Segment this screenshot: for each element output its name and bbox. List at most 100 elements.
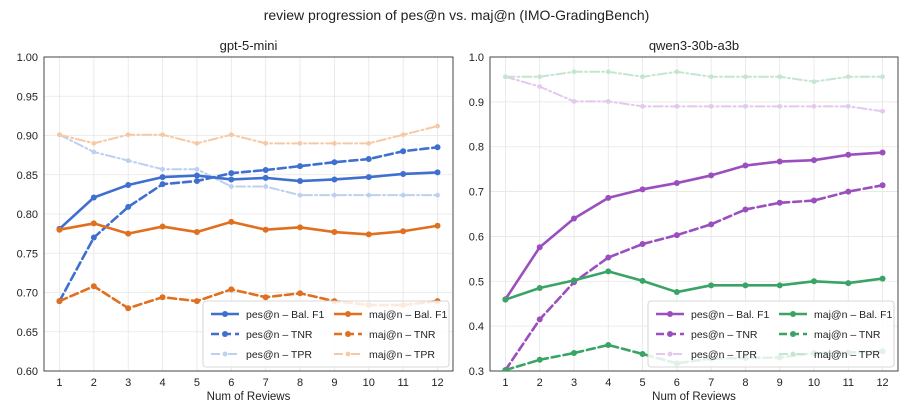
legend-label: pes@n – Bal. F1: [246, 309, 325, 321]
legend-label: maj@n – TPR: [369, 349, 435, 361]
legend-label: maj@n – Bal. F1: [814, 309, 893, 321]
y-tick-label: 0.9: [469, 97, 484, 109]
data-point-pes-n-tnr: [673, 232, 680, 239]
data-point-maj-n-bal-f1: [228, 218, 235, 225]
data-point-pes-n-bal-f1: [673, 180, 680, 187]
y-tick-label: 0.60: [17, 366, 38, 378]
y-tick-label: 0.95: [17, 91, 38, 103]
data-point-pes-n-tpr: [228, 184, 234, 189]
data-point-maj-n-bal-f1: [879, 275, 886, 282]
data-point-maj-n-tpr: [777, 74, 783, 80]
series-line-maj-n-bal-f1: [504, 270, 884, 301]
data-point-pes-n-bal-f1: [193, 172, 200, 179]
data-point-maj-n-tpr: [880, 74, 885, 80]
legend-marker: [667, 331, 673, 337]
x-tick-label: 3: [571, 377, 577, 389]
data-point-pes-n-tnr: [400, 148, 407, 155]
data-point-pes-n-tpr: [435, 192, 440, 198]
data-point-pes-n-bal-f1: [331, 176, 338, 183]
x-tick-label: 9: [331, 377, 337, 389]
data-point-maj-n-tnr: [125, 305, 132, 312]
data-point-maj-n-tpr: [811, 79, 817, 85]
data-point-maj-n-tnr: [159, 294, 166, 301]
data-point-pes-n-tpr: [605, 99, 611, 104]
data-point-maj-n-bal-f1: [365, 231, 372, 238]
legend: pes@n – Bal. F1 pes@n – TNR pes@n – TPR maj…: [647, 300, 895, 368]
data-point-maj-n-tnr: [605, 341, 612, 348]
legend-marker: [345, 331, 351, 337]
data-point-pes-n-bal-f1: [400, 170, 407, 177]
data-point-maj-n-tpr: [297, 140, 303, 146]
data-point-pes-n-bal-f1: [776, 158, 783, 165]
data-point-pes-n-tpr: [640, 103, 645, 109]
data-point-maj-n-tpr: [91, 140, 97, 146]
data-point-pes-n-tpr: [777, 103, 783, 109]
series-line-maj-n-tpr: [504, 70, 884, 83]
legend-marker: [345, 351, 351, 357]
data-point-maj-n-tnr: [571, 350, 577, 357]
data-point-pes-n-tnr: [879, 182, 886, 189]
data-point-pes-n-bal-f1: [262, 174, 269, 181]
legend-marker: [667, 351, 673, 357]
y-tick-label: 0.75: [17, 248, 38, 260]
legend-label: pes@n – Bal. F1: [691, 309, 770, 321]
data-point-maj-n-tpr: [845, 74, 851, 80]
data-point-maj-n-tnr: [639, 350, 646, 357]
data-point-maj-n-bal-f1: [400, 228, 407, 235]
data-point-maj-n-bal-f1: [811, 278, 817, 285]
x-tick-label: 1: [56, 377, 62, 389]
data-point-pes-n-tpr: [400, 192, 406, 198]
data-point-pes-n-bal-f1: [571, 215, 577, 222]
data-point-pes-n-tnr: [193, 178, 200, 185]
data-point-pes-n-tnr: [639, 241, 646, 248]
data-point-maj-n-bal-f1: [776, 282, 783, 289]
series-line-pes-n-tnr: [58, 145, 439, 303]
data-point-maj-n-bal-f1: [331, 229, 338, 236]
y-tick-label: 0.65: [17, 327, 38, 339]
data-point-pes-n-bal-f1: [708, 172, 715, 179]
legend-label: pes@n – TPR: [246, 349, 312, 361]
x-tick-label: 9: [777, 377, 783, 389]
data-point-pes-n-tpr: [743, 103, 748, 109]
legend-marker: [790, 311, 796, 317]
data-point-maj-n-tpr: [640, 74, 645, 80]
data-point-pes-n-tpr: [674, 103, 680, 109]
data-point-pes-n-tpr: [880, 108, 885, 114]
data-point-pes-n-tpr: [297, 192, 303, 198]
legend-label: pes@n – TNR: [246, 329, 313, 341]
data-point-pes-n-tpr: [160, 166, 165, 172]
data-point-maj-n-tnr: [193, 298, 200, 305]
series-line-pes-n-tnr: [504, 183, 884, 371]
axes-frame: [43, 56, 454, 372]
data-point-maj-n-tpr: [743, 74, 748, 80]
data-point-maj-n-tpr: [228, 132, 234, 138]
series-line-pes-n-tpr: [58, 133, 439, 197]
data-point-maj-n-tnr: [536, 356, 543, 363]
data-point-maj-n-tnr: [56, 298, 63, 305]
legend-box: [647, 300, 895, 368]
data-point-maj-n-bal-f1: [673, 289, 680, 296]
y-tick-label: 0.6: [469, 231, 484, 243]
data-point-maj-n-tpr: [674, 69, 680, 75]
data-point-maj-n-bal-f1: [90, 220, 97, 227]
data-point-pes-n-tnr: [262, 167, 269, 174]
x-tick-label: 7: [708, 377, 714, 389]
legend: pes@n – Bal. F1 pes@n – TNR pes@n – TPR maj…: [202, 300, 450, 368]
data-point-pes-n-tpr: [263, 184, 269, 189]
data-point-pes-n-tnr: [125, 203, 132, 210]
legend-marker: [345, 311, 351, 317]
data-point-maj-n-tpr: [332, 140, 337, 146]
data-point-maj-n-tpr: [605, 69, 611, 75]
y-tick-label: 0.90: [17, 131, 38, 143]
data-point-pes-n-bal-f1: [811, 157, 817, 164]
legend-box: [202, 300, 450, 368]
data-point-maj-n-bal-f1: [845, 280, 852, 287]
panel-title: qwen3-30b-a3b: [649, 38, 739, 53]
legend-label: pes@n – TNR: [691, 329, 758, 341]
x-tick-label: 1: [502, 377, 508, 389]
data-point-maj-n-tpr: [57, 132, 62, 138]
data-point-maj-n-tnr: [502, 367, 509, 371]
x-tick-label: 6: [228, 377, 234, 389]
x-tick-label: 12: [876, 377, 888, 389]
legend-marker: [790, 331, 796, 337]
